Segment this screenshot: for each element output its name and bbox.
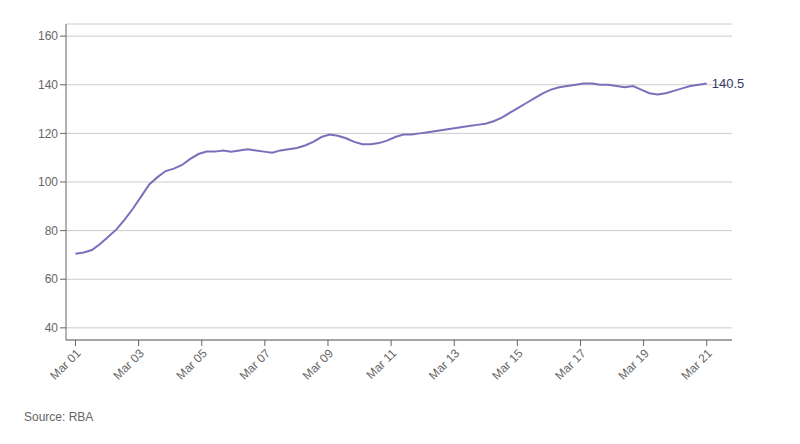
- svg-text:120: 120: [38, 127, 58, 141]
- svg-text:Mar 21: Mar 21: [679, 346, 716, 383]
- svg-text:140: 140: [38, 78, 58, 92]
- svg-text:160: 160: [38, 29, 58, 43]
- svg-text:Mar 17: Mar 17: [552, 346, 589, 383]
- svg-text:40: 40: [45, 321, 59, 335]
- svg-text:Mar 15: Mar 15: [489, 346, 526, 383]
- svg-text:Mar 03: Mar 03: [110, 346, 147, 383]
- svg-text:Mar 09: Mar 09: [300, 346, 337, 383]
- html-text:Source: RBA: Source: RBA: [24, 410, 94, 424]
- svg-text:Mar 01: Mar 01: [47, 346, 84, 383]
- svg-text:Mar 05: Mar 05: [174, 346, 211, 383]
- svg-text:80: 80: [45, 224, 59, 238]
- svg-text:Mar 13: Mar 13: [426, 346, 463, 383]
- svg-text:140.5: 140.5: [712, 76, 745, 91]
- svg-text:100: 100: [38, 175, 58, 189]
- svg-text:Mar 19: Mar 19: [615, 346, 652, 383]
- svg-text:60: 60: [45, 272, 59, 286]
- svg-text:Mar 11: Mar 11: [364, 346, 400, 382]
- svg-text:Mar 07: Mar 07: [237, 346, 274, 383]
